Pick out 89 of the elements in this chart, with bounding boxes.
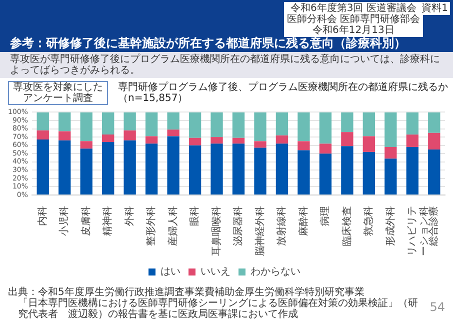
text: 専攻医を対象にしたアンケート調査: [8, 81, 108, 105]
bar: [362, 152, 376, 194]
bar: [124, 140, 136, 194]
x-tick-label: 脳神経外科: [254, 206, 266, 256]
x-tick-label: 精神科: [102, 206, 114, 236]
x-tick-label: 臨床検査: [340, 206, 353, 246]
bar: [362, 136, 376, 152]
bar: [80, 112, 92, 142]
bar: [298, 150, 310, 194]
x-tick-label: 麻酔科: [297, 206, 310, 236]
x-tick-label: 耳鼻咽喉科: [210, 206, 222, 256]
bar: [254, 112, 266, 142]
bar: [145, 136, 158, 144]
bar: [167, 112, 180, 130]
x-tick-label: 総合診療: [428, 206, 440, 247]
bar: [362, 112, 376, 136]
bar: [341, 132, 354, 146]
x-tick-label: 内科: [36, 206, 48, 226]
bar: [167, 136, 180, 194]
bar: [232, 112, 245, 138]
x-tick-label: 病理: [319, 206, 332, 226]
bar: [254, 148, 266, 194]
chart-title: 専門研修プログラム修了後、プログラム医療機関所在の都道府県に残るか（n=15,857）: [118, 82, 448, 104]
bar: [210, 137, 223, 144]
bar: [80, 148, 92, 194]
x-tick-label: 救急科: [362, 206, 375, 237]
bar: [124, 130, 136, 140]
x-tick-label: 産婦人科: [166, 206, 179, 246]
bar: [276, 144, 288, 194]
bar: [298, 112, 310, 142]
bar: [428, 149, 440, 194]
text: 54: [430, 300, 445, 314]
bar: [102, 142, 114, 194]
bar: [145, 144, 158, 194]
bar: [145, 112, 158, 136]
bar: [319, 112, 332, 144]
bar: [406, 146, 418, 194]
bar: [102, 134, 114, 142]
legend-label: いいえ: [200, 266, 230, 278]
bar: [80, 141, 92, 149]
bar: [341, 112, 354, 132]
x-tick-label: 泌尿器科: [232, 206, 244, 246]
x-tick-label: 放射線科: [276, 206, 288, 246]
text: 令和6年12月13日: [312, 25, 396, 36]
x-tick-label: 眼科: [188, 206, 201, 226]
bar: [298, 141, 310, 150]
bar: [319, 154, 332, 194]
x-tick-label: 小児科: [58, 206, 70, 236]
text: 「日本専門医機構における医師専門研修シーリングによる医師偏在対策の効果検証」（研究代表者 渡辺毅）の報告書を基に医政局医事課において作成: [18, 298, 418, 320]
bar: [384, 158, 397, 194]
legend-label: わからない: [250, 266, 300, 278]
bar: [232, 138, 245, 144]
text: 医師分科会 医師専門研修部会: [286, 14, 420, 25]
bar: [36, 130, 49, 140]
bar: [102, 112, 114, 135]
text: 資料1: [420, 2, 450, 15]
bar: [406, 112, 418, 135]
bar: [428, 112, 440, 133]
x-tick-label: 外科: [123, 206, 136, 226]
x-tick-label: 形成外科: [384, 206, 396, 246]
bar: [384, 146, 397, 159]
bar: [188, 112, 202, 138]
bar: [124, 112, 136, 130]
bar: [58, 140, 71, 194]
bar: [232, 144, 245, 194]
bar: [210, 112, 223, 138]
legend-label: はい: [160, 266, 180, 278]
bar: [58, 131, 71, 140]
x-tick-label: 皮膚科: [80, 206, 92, 236]
bar: [319, 144, 332, 154]
text: 参考：研修修了後に基幹施設が所在する都道府県に残る意向（診療科別）: [10, 36, 406, 50]
bar: [254, 141, 266, 148]
bar: [210, 144, 223, 194]
bar: [58, 112, 71, 132]
bar: [406, 134, 418, 147]
bar: [188, 145, 202, 194]
bar: [167, 130, 180, 136]
bar: [188, 138, 202, 146]
chart-subtitle: 専攻医が専門研修修了後にプログラム医療機関所在の都道府県に残る意向については、診療科によってばらつきがみられる。: [10, 54, 441, 76]
x-tick-label: 整形外科: [145, 206, 158, 246]
bar: [36, 140, 49, 194]
source-note: 出典：令和5年度厚生労働行政推進調査事業費補助金厚生労働科学特別研究事業: [8, 287, 366, 298]
bar: [276, 135, 288, 144]
bar: [341, 146, 354, 194]
text: 令和6年度第3回 医道審議会: [289, 3, 418, 14]
bar: [384, 112, 397, 147]
bar: [428, 132, 440, 150]
bar: [36, 112, 49, 130]
bar: [276, 112, 288, 136]
